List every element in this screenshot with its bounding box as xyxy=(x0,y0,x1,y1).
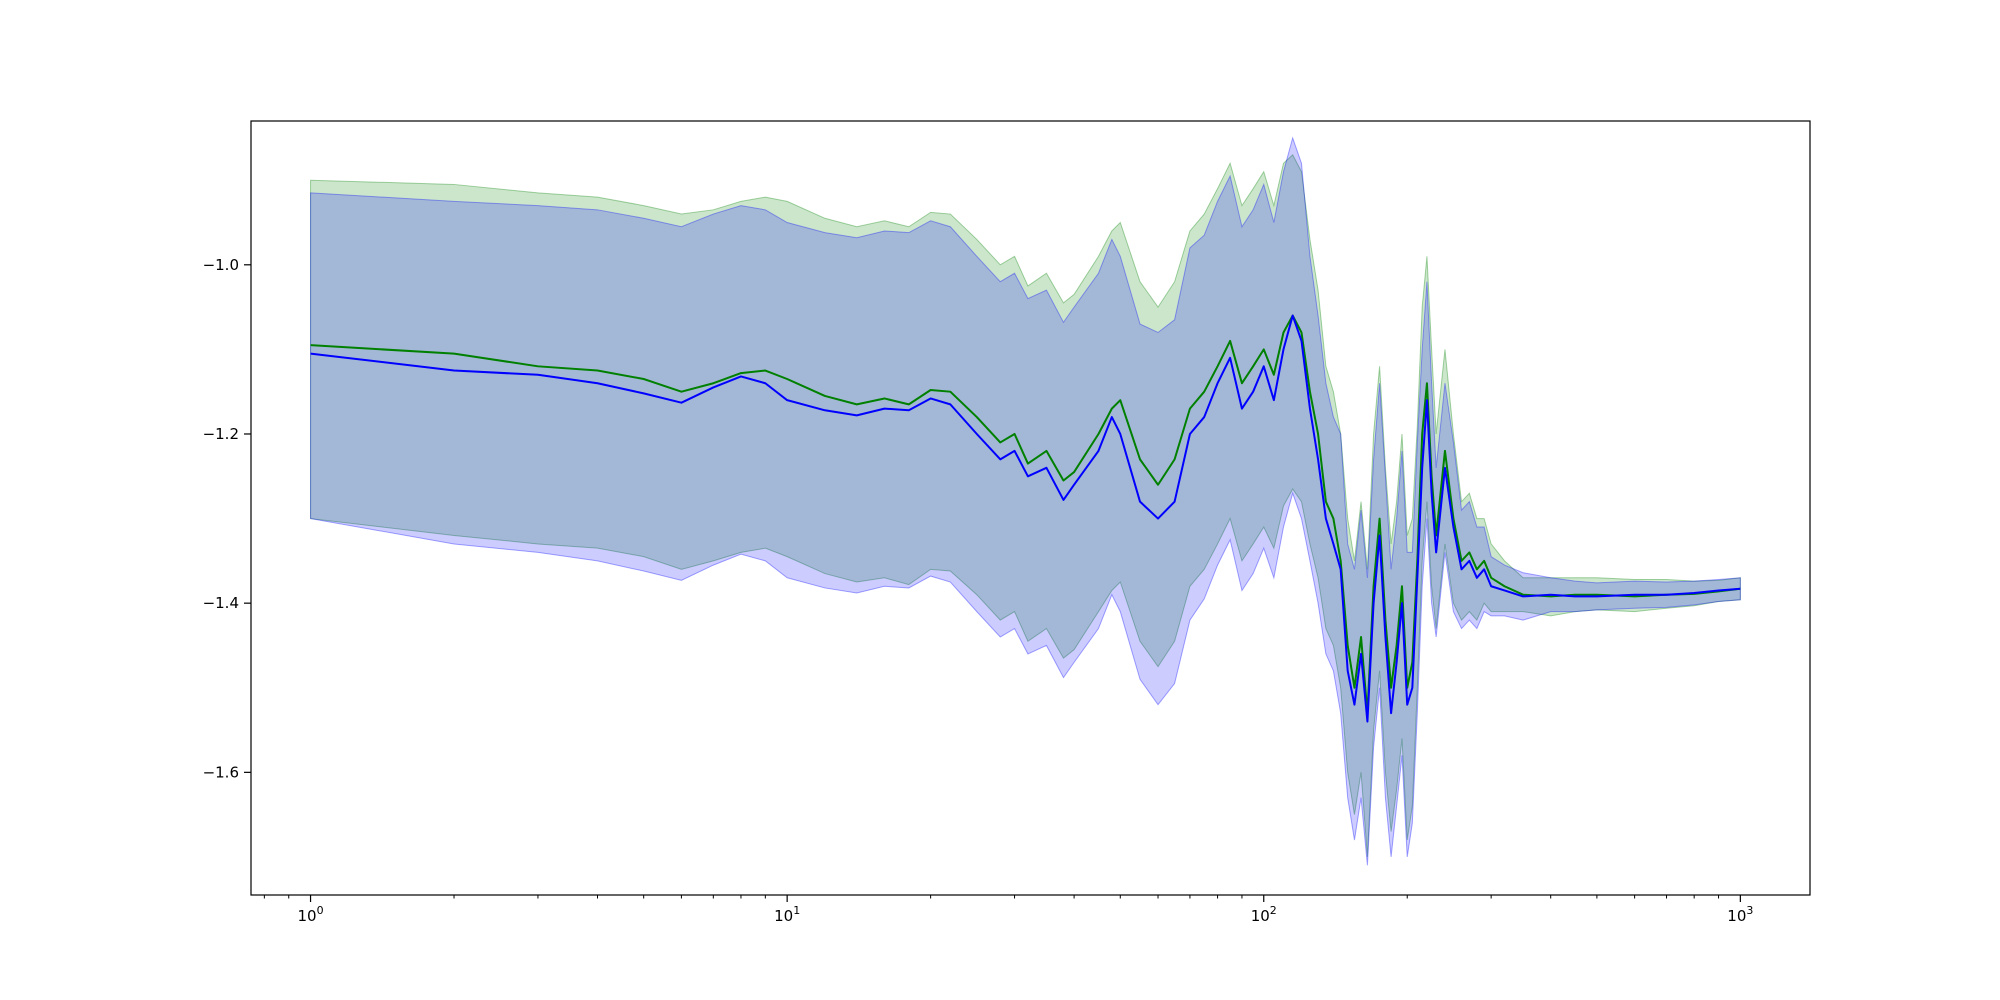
x-tick-exponent: 2 xyxy=(1270,904,1277,917)
x-tick-base: 10 xyxy=(774,907,793,925)
y-axis: −1.0 −1.2 −1.4 −1.6 xyxy=(203,256,251,781)
plot-frame xyxy=(250,120,1811,896)
line-series-1 xyxy=(310,314,1741,715)
x-tick-exponent: 3 xyxy=(1746,904,1753,917)
series-lines xyxy=(310,314,1741,723)
confidence-bands xyxy=(310,136,1741,866)
band-series-2 xyxy=(310,136,1741,866)
x-tick-exponent: 0 xyxy=(317,904,324,917)
x-tick-base: 10 xyxy=(297,907,316,925)
x-tick-exponent: 1 xyxy=(793,904,800,917)
y-tick-label: −1.0 xyxy=(203,256,239,274)
x-axis: 100 101 102 103 xyxy=(263,895,1753,925)
x-tick-base: 10 xyxy=(1251,907,1270,925)
y-tick-label: −1.4 xyxy=(203,594,239,612)
x-tick-base: 10 xyxy=(1727,907,1746,925)
y-tick-label: −1.2 xyxy=(203,425,239,443)
line-series-2 xyxy=(310,314,1741,723)
y-tick-label: −1.6 xyxy=(203,763,239,781)
x-tick-label: 101 xyxy=(774,904,800,925)
x-tick-label: 103 xyxy=(1727,904,1753,925)
x-tick-label: 100 xyxy=(297,904,323,925)
x-tick-label: 102 xyxy=(1251,904,1277,925)
band-series-1 xyxy=(310,154,1741,857)
